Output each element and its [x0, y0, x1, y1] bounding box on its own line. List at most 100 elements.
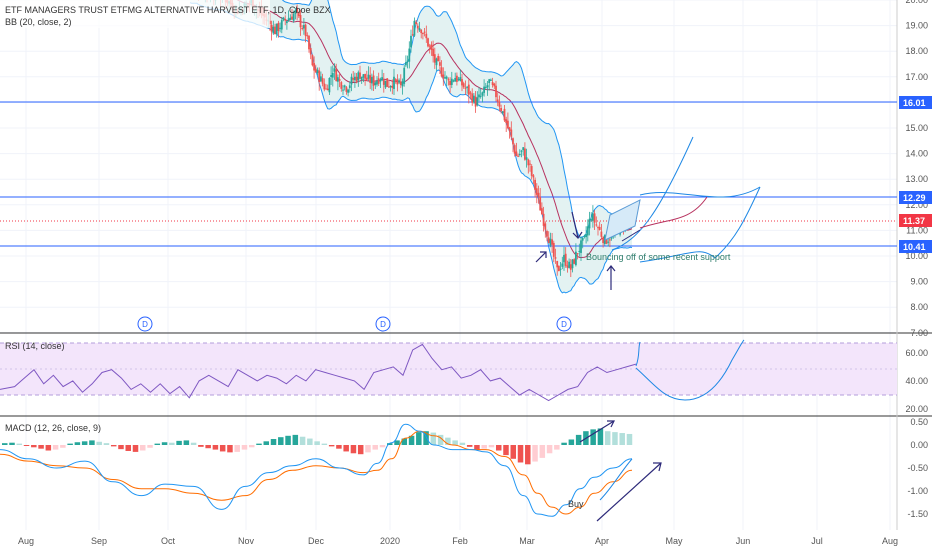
candle-body-129 [408, 48, 411, 62]
candle-body-181 [496, 99, 499, 102]
svg-text:D: D [142, 320, 148, 329]
candle-body-165 [469, 92, 472, 94]
candle-body-50 [274, 26, 276, 35]
macd-bar-86 [626, 433, 633, 445]
candle-body-169 [476, 97, 479, 106]
candle-body-191 [513, 145, 516, 154]
candle-body-58 [287, 18, 290, 21]
rsi-tick-1: 40.00 [905, 376, 928, 386]
candle-body-155 [452, 80, 455, 82]
level-tag-10-41[interactable]: 10.41 [899, 240, 932, 253]
chart-title[interactable]: ETF MANAGERS TRUST ETFMG ALTERNATIVE HAR… [5, 5, 331, 15]
projected-basis [639, 196, 708, 229]
candle-body-161 [462, 83, 465, 88]
macd-buy-arrow[interactable] [596, 462, 662, 522]
candle-body-53 [279, 27, 281, 29]
macd-histogram-arrow[interactable] [579, 420, 615, 443]
candle-body-199 [527, 159, 530, 166]
candle-body-176 [488, 79, 491, 84]
candle-body-62 [294, 10, 297, 14]
candle-body-70 [308, 35, 310, 50]
candle-body-147 [439, 62, 441, 66]
macd-bar-29 [212, 445, 219, 450]
candle-body-114 [382, 79, 385, 85]
price-tick-2: 18.00 [905, 46, 928, 56]
macd-tick-3: -1.00 [907, 486, 928, 496]
rsi-tick-0: 60.00 [905, 348, 928, 358]
macd-bar-6 [45, 445, 52, 451]
candle-body-59 [289, 17, 292, 20]
candle-body-51 [275, 23, 278, 35]
macd-histogram [2, 428, 633, 465]
macd-bar-12 [89, 440, 95, 445]
candle-body-103 [364, 73, 366, 79]
candle-body-179 [493, 83, 496, 87]
support-arrow-down[interactable] [571, 211, 583, 239]
dividend-marker-3[interactable]: D [556, 316, 572, 332]
macd-axis[interactable]: 0.50 0.00 -0.50 -1.00 -1.50 [907, 417, 928, 519]
macd-bar-82 [597, 428, 604, 445]
projected-lower-band [639, 251, 716, 263]
candle-body-208 [542, 213, 545, 226]
level-tag-11-37[interactable]: 11.37 [899, 214, 932, 227]
macd-bar-84 [612, 432, 618, 445]
rsi-projection-curve [635, 339, 745, 401]
dividend-marker-1[interactable]: D [137, 316, 153, 332]
candle-body-153 [449, 80, 451, 86]
candle-body-55 [282, 17, 285, 20]
candle-body-88 [338, 79, 341, 81]
candle-body-81 [326, 88, 329, 91]
channel-trendline[interactable] [621, 229, 641, 242]
candle-body-209 [544, 223, 547, 230]
support-arrow-up[interactable] [606, 265, 616, 290]
macd-bar-43 [314, 441, 320, 445]
macd-bar-45 [328, 445, 335, 447]
candle-body-97 [354, 76, 356, 81]
bb-legend[interactable]: BB (20, close, 2) [5, 17, 72, 27]
candle-body-90 [342, 89, 344, 91]
price-tick-12: 8.00 [910, 302, 928, 312]
macd-bar-13 [96, 441, 102, 445]
candle-body-225 [571, 259, 574, 269]
candle-body-125 [401, 81, 404, 87]
candle-body-236 [590, 219, 593, 221]
macd-bar-30 [219, 445, 226, 452]
time-axis[interactable]: Aug Sep Oct Nov Dec 2020 Feb Mar Apr May Jun Jul Aug [18, 536, 898, 546]
level-tag-16-01[interactable]: 16.01 [899, 96, 932, 109]
price-tick-1: 19.00 [905, 21, 928, 31]
price-axis[interactable]: 20.0019.0018.0017.0016.0015.0014.0013.00… [905, 0, 928, 338]
rising-channel[interactable] [604, 199, 641, 241]
candle-body-95 [350, 76, 353, 85]
candle-body-192 [515, 151, 518, 157]
level-tag-12-29[interactable]: 12.29 [899, 191, 932, 204]
macd-bar-2 [16, 443, 23, 445]
rsi-axis[interactable]: 60.00 40.00 20.00 [905, 348, 928, 414]
candle-body-63 [296, 7, 298, 12]
candle-body-195 [520, 150, 523, 152]
candle-body-221 [564, 253, 567, 266]
macd-bar-41 [299, 436, 306, 445]
candle-body-239 [595, 224, 598, 226]
macd-bar-71 [517, 445, 524, 463]
candle-body-186 [505, 119, 508, 124]
svg-text:12.29: 12.29 [903, 193, 926, 203]
candle-body-235 [588, 218, 591, 229]
candle-body-141 [428, 45, 431, 47]
candle-body-154 [450, 78, 453, 85]
macd-bar-32 [234, 445, 240, 452]
rsi-legend[interactable]: RSI (14, close) [5, 341, 65, 351]
candle-body-234 [586, 226, 589, 236]
projected-band-upper-2 [639, 186, 761, 198]
candle-body-144 [433, 54, 436, 63]
macd-legend[interactable]: MACD (12, 26, close, 9) [5, 423, 101, 433]
candle-body-138 [423, 31, 426, 33]
macd-bar-1 [9, 442, 15, 445]
time-tick-12: Aug [882, 536, 898, 546]
dividend-marker-2[interactable]: D [375, 316, 391, 332]
candle-body-243 [602, 237, 604, 243]
price-tick-10: 10.00 [905, 251, 928, 261]
macd-bar-85 [619, 433, 625, 445]
support-annotation: Bouncing off of some recent support [586, 252, 731, 262]
support-arrow-left[interactable] [535, 251, 547, 263]
